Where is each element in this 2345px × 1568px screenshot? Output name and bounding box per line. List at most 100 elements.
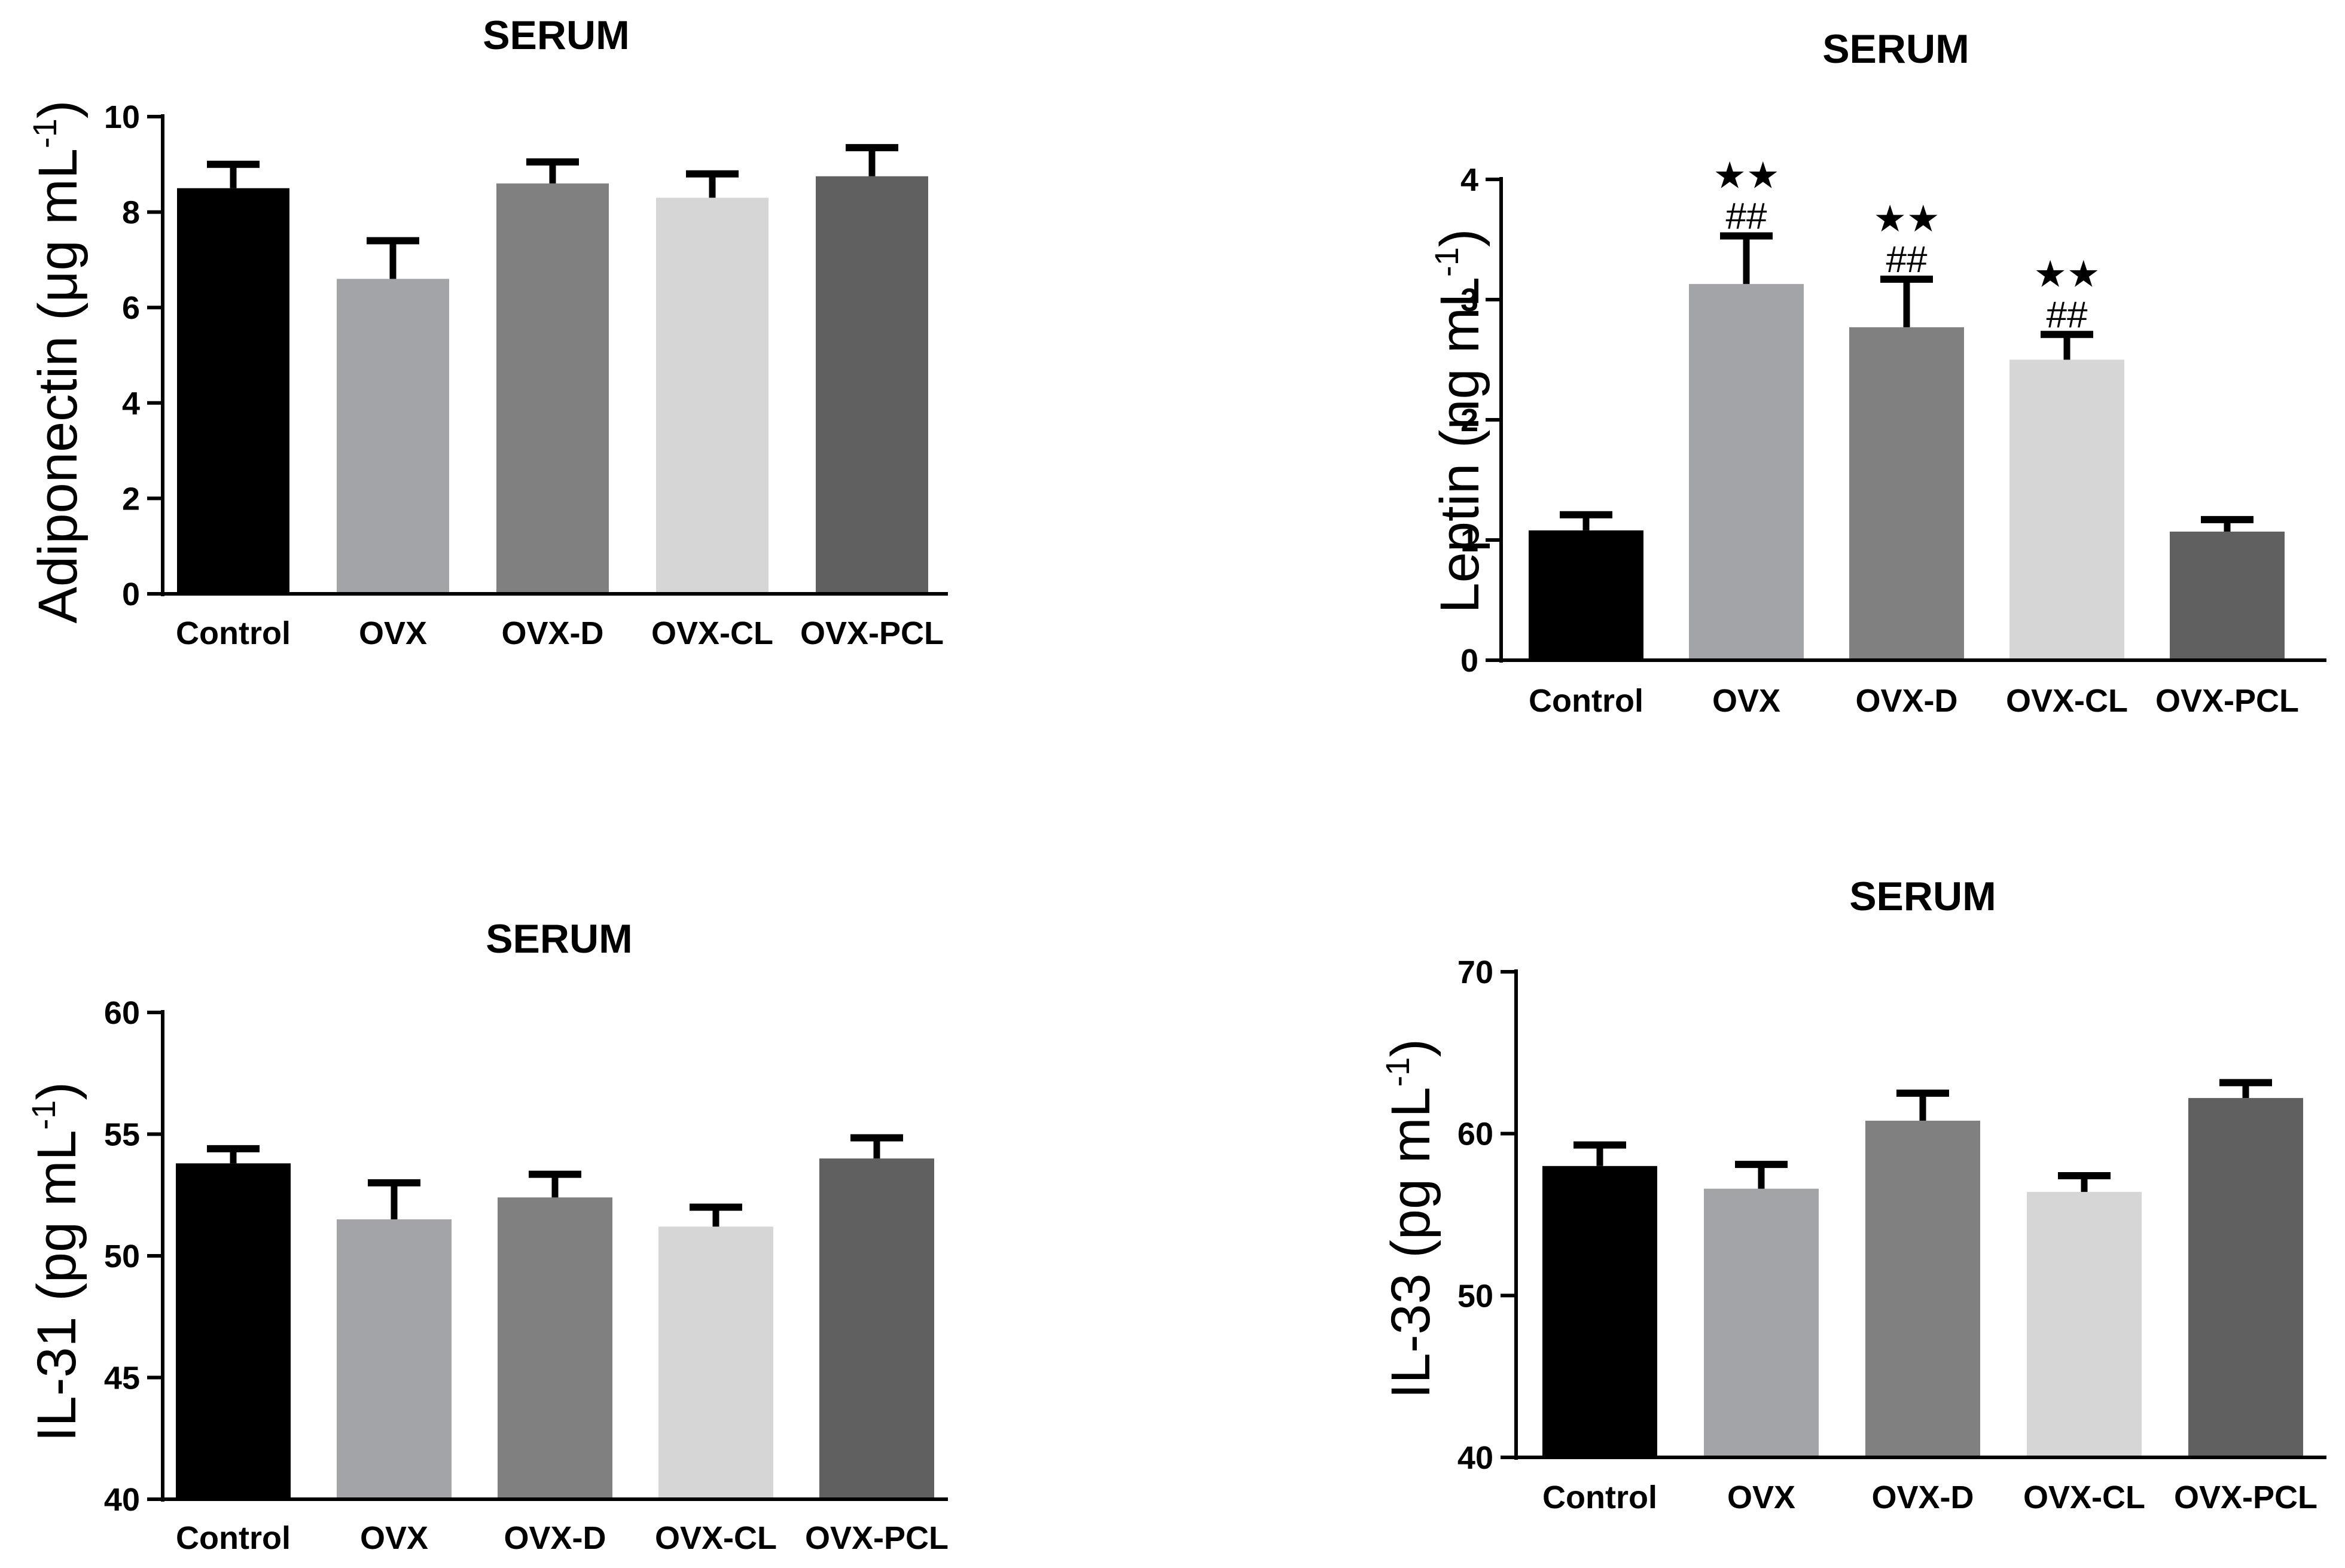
x-tick-label: Control [176,1520,291,1556]
annotation-hash: ## [1886,239,1928,280]
error-bar-control [1574,1141,1626,1166]
y-axis-label-close: ) [1380,1039,1441,1057]
bar-ovx-d [498,1197,612,1499]
axes-leptin: Control##★★OVX##★★OVX-D##★★OVX-CL OVX-PCL… [1460,155,2326,719]
y-tick-label: 3 [1460,282,1478,318]
y-tick-label: 4 [122,386,140,422]
y-axis-label-text: Adiponectin (μg mL [28,148,89,624]
y-tick-label: 0 [122,576,140,612]
x-tick-label: OVX-CL [2006,683,2128,719]
bar-ovx-cl [2009,359,2124,660]
panel-adiponectin: SERUM Adiponectin (μg mL-1) Control OVX OV… [26,13,948,651]
error-bar-ovx [368,1179,420,1219]
x-tick-label: OVX-D [504,1520,606,1556]
bar-ovx-cl [2027,1192,2142,1457]
chart-title-il33: SERUM [1849,874,1996,919]
annotation-star: ★★ [1713,155,1779,196]
error-bar-ovx-pcl [2219,1079,2272,1099]
y-tick-label: 2 [1460,402,1478,438]
annotation-star: ★★ [1873,199,1940,240]
bar-ovx-cl [656,197,769,594]
x-tick-label: OVX-CL [655,1520,777,1556]
axes-il31: Control OVX OVX-D OVX-CL OVX-PCL 40 45 50 55 60 [104,995,949,1556]
error-bar-ovx-d [1896,1090,1949,1121]
y-axis-label-superscript: -1 [1428,247,1465,277]
bar-ovx-d [496,183,609,594]
y-tick-label: 50 [104,1238,140,1274]
panel-leptin: SERUM Leptin (ng mL-1) Control##★★OVX##★… [1428,26,2326,719]
error-bar-ovx-d [526,158,579,184]
x-tick-label: OVX-CL [2023,1479,2145,1515]
y-axis-label-leptin: Leptin (ng mL-1) [1428,229,1490,614]
x-tick-label: OVX-PCL [805,1520,949,1556]
y-tick-label: 45 [104,1360,140,1396]
bar-ovx-pcl [2188,1098,2303,1457]
annotation-star: ★★ [2033,254,2100,295]
x-tick-label: OVX [1712,683,1780,719]
error-bar-ovx-pcl [850,1134,903,1159]
chart-title-il31: SERUM [486,916,633,962]
bar-control [1542,1166,1657,1457]
error-bar-ovx-d [529,1170,581,1198]
error-bar-ovx-pcl [2201,515,2253,532]
y-tick-label: 4 [1460,162,1478,198]
y-tick-label: 60 [1457,1116,1493,1152]
y-axis-label-text: Leptin (ng mL [1429,277,1490,614]
y-axis-label-close: ) [26,1082,87,1100]
x-tick-label: OVX-PCL [800,615,944,651]
bar-ovx [1704,1188,1819,1457]
y-axis-label-close: ) [1429,229,1490,248]
error-bar-ovx-cl [2058,1172,2111,1192]
y-axis-label-superscript: -1 [25,1100,62,1130]
bar-ovx [337,1219,452,1499]
x-tick-label: OVX-D [501,615,603,651]
y-axis-label-il31: IL-31 (pg mL-1) [25,1082,87,1442]
x-tick-label: Control [1529,683,1643,719]
bar-ovx-d [1865,1121,1980,1457]
error-bar-ovx-cl [686,170,739,198]
bar-ovx-cl [658,1227,773,1499]
bar-control [177,188,289,594]
y-tick-label: 70 [1457,954,1493,990]
error-bar-ovx [1720,232,1773,284]
x-tick-label: Control [1542,1479,1657,1515]
chart-title-leptin: SERUM [1822,26,1969,72]
axes-il33: Control OVX OVX-D OVX-CL OVX-PCL 40 50 60 70 [1457,954,2326,1515]
bar-ovx-pcl [2170,531,2285,660]
y-tick-label: 60 [104,995,140,1031]
x-tick-label: OVX [360,1520,428,1556]
error-bar-ovx-cl [2041,331,2093,360]
x-tick-label: Control [176,615,291,651]
annotation-hash: ## [1726,196,1767,237]
y-axis-label-superscript: -1 [1379,1057,1416,1087]
y-tick-label: 1 [1460,523,1478,559]
bar-ovx [337,279,449,594]
y-axis-label-adiponectin: Adiponectin (μg mL-1) [26,100,89,624]
bar-ovx-pcl [819,1158,934,1499]
x-tick-label: OVX-D [1855,683,1957,719]
bar-control [176,1163,291,1499]
error-bar-ovx-cl [690,1203,742,1227]
bar-ovx [1689,283,1804,660]
y-tick-label: 2 [122,481,140,517]
x-tick-label: OVX-PCL [2174,1479,2317,1515]
y-tick-label: 50 [1457,1278,1493,1314]
y-tick-label: 6 [122,290,140,326]
x-tick-label: OVX-PCL [2155,683,2299,719]
y-axis-label-close: ) [28,100,89,119]
x-tick-label: OVX-CL [651,615,773,651]
error-bar-ovx-pcl [846,144,898,176]
error-bar-ovx [1735,1161,1788,1189]
y-axis-label-text: IL-33 (pg mL [1380,1087,1441,1399]
y-tick-label: 8 [122,195,140,231]
error-bar-control [1560,511,1612,530]
y-axis-label-superscript: -1 [26,118,63,148]
x-tick-label: OVX-D [1871,1479,1974,1515]
y-axis-label-text: IL-31 (pg mL [26,1130,87,1442]
y-tick-label: 40 [1457,1440,1493,1476]
error-bar-ovx [367,237,419,279]
y-tick-label: 10 [104,99,140,135]
y-tick-label: 40 [104,1482,140,1518]
error-bar-control [207,160,260,188]
y-axis-label-il33: IL-33 (pg mL-1) [1379,1039,1441,1399]
